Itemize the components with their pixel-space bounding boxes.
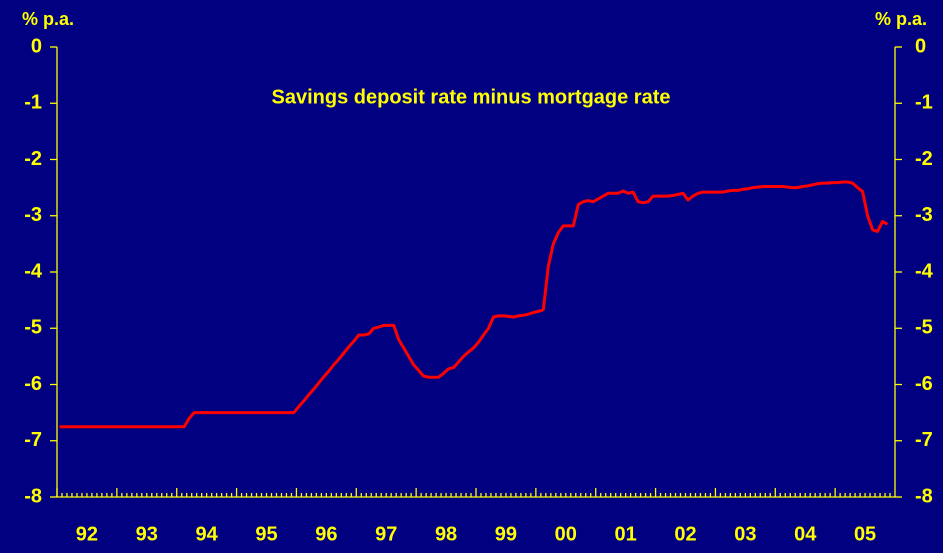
y-tick-label: -8 [24, 485, 42, 507]
x-tick-label: 92 [76, 523, 98, 545]
x-tick-label: 94 [196, 523, 219, 545]
y2-tick-label: -7 [915, 429, 933, 451]
x-tick-label: 99 [495, 523, 517, 545]
x-tick-label: 00 [555, 523, 577, 545]
y-tick-label: -3 [24, 204, 42, 226]
y-tick-label: 0 [31, 35, 42, 57]
y-tick-label: -5 [24, 317, 42, 339]
x-tick-label: 98 [435, 523, 457, 545]
chart-title: Savings deposit rate minus mortgage rate [272, 86, 671, 108]
data-line [59, 180, 889, 429]
y-tick-label: -6 [24, 373, 42, 395]
x-tick-label: 97 [375, 523, 397, 545]
y2-tick-label: -8 [915, 485, 933, 507]
y2-tick-label: 0 [915, 35, 926, 57]
y-axis-label: % p.a. [22, 9, 74, 29]
x-tick-label: 05 [854, 523, 876, 545]
x-tick-label: 03 [734, 523, 756, 545]
x-tick-label: 95 [255, 523, 277, 545]
y-tick-label: -7 [24, 429, 42, 451]
x-tick-label: 02 [674, 523, 696, 545]
y2-tick-label: -4 [915, 260, 934, 282]
x-tick-label: 96 [315, 523, 337, 545]
y2-tick-label: -1 [915, 92, 933, 114]
y2-axis-label: % p.a. [875, 9, 927, 29]
x-tick-label: 01 [615, 523, 637, 545]
y-tick-label: -2 [24, 148, 42, 170]
y2-tick-label: -2 [915, 148, 933, 170]
y2-tick-label: -3 [915, 204, 933, 226]
x-tick-label: 93 [136, 523, 158, 545]
y-tick-label: -4 [24, 260, 43, 282]
x-tick-label: 04 [794, 523, 817, 545]
y2-tick-label: -6 [915, 373, 933, 395]
y-tick-label: -1 [24, 92, 42, 114]
y2-tick-label: -5 [915, 317, 933, 339]
